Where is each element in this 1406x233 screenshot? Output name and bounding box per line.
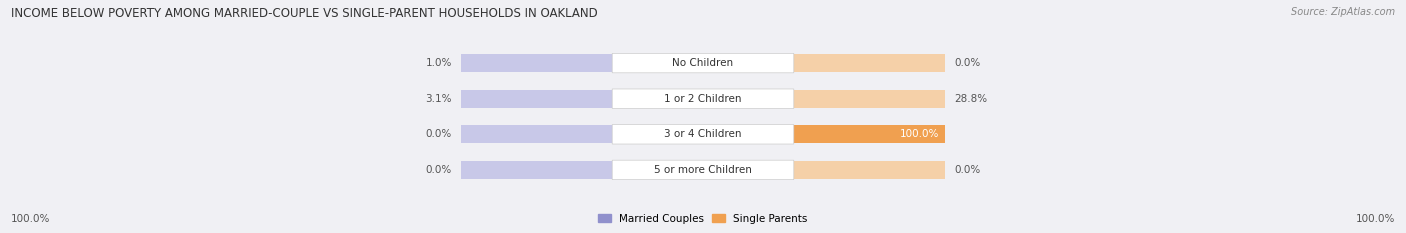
Text: 1.0%: 1.0% <box>426 58 453 68</box>
Text: 3.1%: 3.1% <box>426 94 453 104</box>
Text: 0.0%: 0.0% <box>426 165 453 175</box>
Text: 0.0%: 0.0% <box>953 165 980 175</box>
Bar <box>703 90 945 108</box>
Text: 0.0%: 0.0% <box>426 129 453 139</box>
FancyBboxPatch shape <box>612 89 794 108</box>
FancyBboxPatch shape <box>612 53 794 73</box>
Bar <box>703 54 945 72</box>
FancyBboxPatch shape <box>612 160 794 180</box>
Text: 3 or 4 Children: 3 or 4 Children <box>664 129 742 139</box>
Text: 28.8%: 28.8% <box>953 94 987 104</box>
Bar <box>703 90 773 108</box>
FancyBboxPatch shape <box>612 125 794 144</box>
Text: No Children: No Children <box>672 58 734 68</box>
Text: 0.0%: 0.0% <box>953 58 980 68</box>
Text: Source: ZipAtlas.com: Source: ZipAtlas.com <box>1291 7 1395 17</box>
Bar <box>703 125 945 143</box>
Bar <box>461 54 703 72</box>
Bar <box>703 161 945 179</box>
Text: 100.0%: 100.0% <box>1355 214 1395 224</box>
Text: 1 or 2 Children: 1 or 2 Children <box>664 94 742 104</box>
Text: 5 or more Children: 5 or more Children <box>654 165 752 175</box>
Legend: Married Couples, Single Parents: Married Couples, Single Parents <box>595 209 811 228</box>
Bar <box>703 125 945 143</box>
Text: 100.0%: 100.0% <box>11 214 51 224</box>
Bar <box>696 90 703 108</box>
Text: INCOME BELOW POVERTY AMONG MARRIED-COUPLE VS SINGLE-PARENT HOUSEHOLDS IN OAKLAND: INCOME BELOW POVERTY AMONG MARRIED-COUPL… <box>11 7 598 20</box>
Bar <box>461 90 703 108</box>
Bar <box>700 54 703 72</box>
Bar <box>461 125 703 143</box>
Bar <box>461 161 703 179</box>
Text: 100.0%: 100.0% <box>900 129 939 139</box>
